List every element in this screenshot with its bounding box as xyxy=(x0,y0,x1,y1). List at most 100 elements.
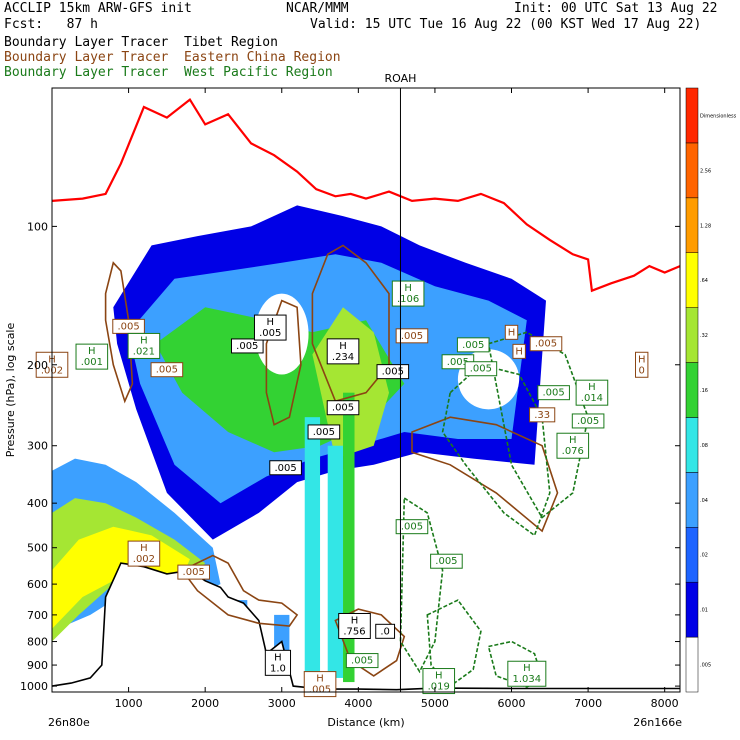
contour-label-box xyxy=(75,343,109,370)
colorbar-swatch xyxy=(685,362,699,418)
contour-label-box xyxy=(507,660,547,687)
contour-label-32: .005 xyxy=(345,653,379,669)
x-tick-label: 2000 xyxy=(191,697,219,710)
contour-label-box xyxy=(395,519,429,535)
contour-label-box xyxy=(422,668,456,695)
contour-label-8: .005 xyxy=(376,364,410,380)
colorbar-label: .01 xyxy=(700,608,708,614)
tropopause-line xyxy=(51,97,681,293)
contour-label-24: .005 xyxy=(307,424,341,440)
contour-label-text: H xyxy=(316,674,324,685)
colorbar-swatch xyxy=(685,417,699,473)
contour-label-layer: .005.005H.005H.021H.001H.002.005H.234.00… xyxy=(35,280,649,698)
x-tick-label: 5000 xyxy=(421,697,449,710)
contour-label-text: H xyxy=(515,346,523,357)
y-tick-label: 400 xyxy=(27,497,48,510)
contour-label-box xyxy=(430,553,463,569)
west-pacific-contour-2 xyxy=(399,496,444,674)
contour-label-17: .005 xyxy=(537,385,570,401)
contour-label-text: .005 xyxy=(259,328,281,339)
contour-label-text: .005 xyxy=(577,416,599,427)
axes-layer: 1000 2000 3000 4000 5000 6000 7000 800010020030… xyxy=(4,72,682,729)
contour-label-0: .005 xyxy=(112,318,145,334)
contour-label-22: H0 xyxy=(635,351,649,378)
contour-label-box xyxy=(571,413,605,429)
colorbar-label: Dimensionless xyxy=(700,113,737,119)
x-axis-label: Distance (km) xyxy=(327,716,404,729)
model-title: ACCLIP 15km ARW-GFS init xyxy=(4,1,192,16)
colorbar-label: .32 xyxy=(700,333,708,339)
contour-label-text: .005 xyxy=(309,685,331,696)
contour-label-text: .021 xyxy=(133,346,155,357)
contour-label-6: .005 xyxy=(150,362,184,378)
colorbar-label: .04 xyxy=(700,498,708,504)
y-tick-label: 100 xyxy=(27,220,48,233)
colorbar-swatch xyxy=(685,197,699,253)
contour-label-text: .005 xyxy=(435,556,457,567)
contour-label-14: H xyxy=(504,324,519,340)
y-tick-label: 1000 xyxy=(20,680,48,693)
contour-label-box xyxy=(345,653,379,669)
contour-label-text: 1.034 xyxy=(513,674,542,685)
contour-label-text: H xyxy=(140,543,148,554)
contour-label-box xyxy=(456,337,490,353)
contour-label-box xyxy=(307,424,341,440)
contour-label-box xyxy=(326,400,360,416)
colorbar-swatch xyxy=(685,87,699,144)
y-tick-label: 600 xyxy=(27,578,48,591)
contour-label-text: .005 xyxy=(313,427,335,438)
legend-west-pacific: Boundary Layer Tracer West Pacific Regio… xyxy=(4,65,333,80)
contour-label-16: .005 xyxy=(529,336,563,352)
contour-label-text: .234 xyxy=(332,352,354,363)
eastern-china-contour-1 xyxy=(265,299,302,426)
colorbar-label: .64 xyxy=(700,278,708,284)
contour-label-text: .002 xyxy=(133,554,155,565)
contour-label-box xyxy=(395,328,429,344)
station-marker-label: ROAH xyxy=(385,72,417,85)
contour-label-text: .756 xyxy=(343,626,365,637)
contour-label-text: H xyxy=(435,671,443,682)
contour-label-box xyxy=(529,407,556,423)
west-pacific-contour-3 xyxy=(426,599,482,688)
colorbar-label: .16 xyxy=(700,388,708,394)
contour-label-box xyxy=(269,460,302,476)
legend-tibet: Boundary Layer Tracer Tibet Region xyxy=(4,35,278,50)
contour-label-33: H1.034 xyxy=(507,660,547,687)
init-label: Init: 00 UTC Sat 13 Aug 22 xyxy=(514,1,718,16)
colorbar-swatch xyxy=(685,252,699,308)
contour-label-21: H.076 xyxy=(556,432,590,459)
y-tick-label: 800 xyxy=(27,636,48,649)
contour-label-text: .005 xyxy=(470,364,492,375)
y-axis-label: Pressure (hPa), log scale xyxy=(4,323,17,458)
y-tick-label: 200 xyxy=(27,359,48,372)
contour-label-text: .005 xyxy=(351,656,373,667)
contour-label-13: .005 xyxy=(464,361,498,377)
colorbar-swatch xyxy=(685,581,699,638)
topography-layer xyxy=(51,562,680,692)
eastern-china-contour-0 xyxy=(104,261,134,404)
contour-label-text: .019 xyxy=(428,682,450,693)
colorbar-label: .08 xyxy=(700,443,708,449)
contour-label-text: .005 xyxy=(236,341,258,352)
contour-label-34: H1.0 xyxy=(264,649,292,676)
contour-label-text: H xyxy=(274,652,282,663)
contour-label-25: .005 xyxy=(269,460,302,476)
tracer-column-0 xyxy=(304,417,321,687)
contour-label-box xyxy=(556,432,590,459)
contour-label-box xyxy=(253,314,287,341)
contour-label-box xyxy=(127,332,161,359)
contour-label-text: H xyxy=(404,283,412,294)
contour-label-10: .005 xyxy=(395,328,429,344)
colorbar-swatch xyxy=(685,527,699,583)
colorbar: .005 .01 .02 .04 .08 .16 .32 .64 1.28 2.56 Dimensi… xyxy=(685,87,737,693)
contour-label-text: 0 xyxy=(639,365,645,376)
contour-label-text: .005 xyxy=(274,463,296,474)
contour-label-box xyxy=(635,351,649,378)
contour-label-7: H.234 xyxy=(326,338,360,365)
colorbar-label: 1.28 xyxy=(700,223,711,229)
eastern-china-contour-4 xyxy=(180,554,299,627)
contour-label-20: .005 xyxy=(571,413,605,429)
contour-label-30: H.756 xyxy=(338,612,371,639)
plot-frame xyxy=(51,87,681,693)
